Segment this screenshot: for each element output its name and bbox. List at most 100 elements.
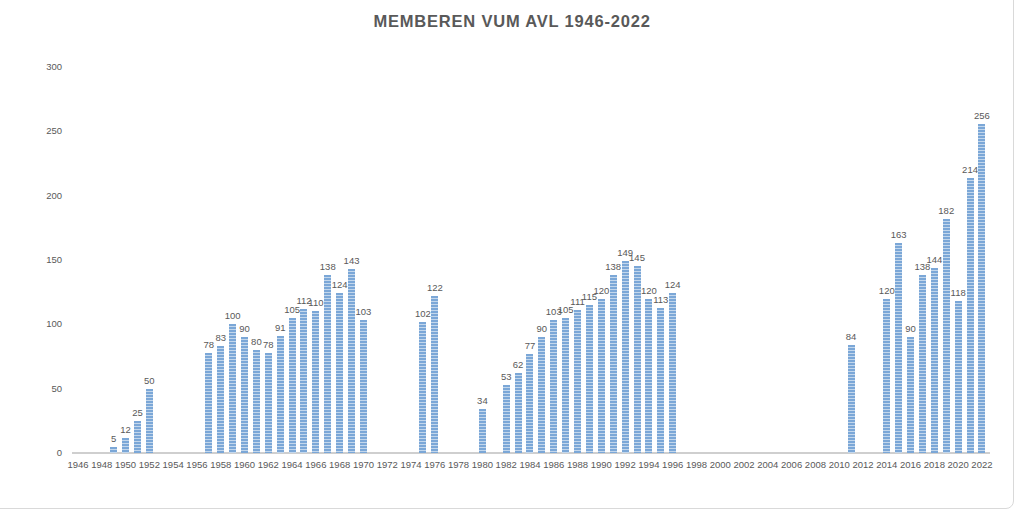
x-tick-label: 1966: [303, 459, 329, 470]
bar: [110, 447, 117, 453]
y-tick-label: 50: [32, 383, 62, 394]
bar: [883, 299, 890, 453]
bar: [669, 293, 676, 453]
bar: [122, 438, 129, 453]
bar: [574, 310, 581, 453]
bar: [598, 299, 605, 453]
x-tick-label: 1954: [160, 459, 186, 470]
x-tick-label: 2002: [731, 459, 757, 470]
x-tick-label: 2004: [755, 459, 781, 470]
bar: [562, 318, 569, 453]
x-tick-label: 1970: [350, 459, 376, 470]
x-tick-label: 1956: [184, 459, 210, 470]
bar: [479, 409, 486, 453]
bar: [253, 350, 260, 453]
x-tick-label: 1996: [660, 459, 686, 470]
bar-value-label: 100: [218, 310, 248, 321]
bar: [360, 320, 367, 453]
x-tick-label: 1960: [232, 459, 258, 470]
bar: [931, 268, 938, 453]
bar-value-label: 90: [230, 323, 260, 334]
x-tick-label: 2010: [826, 459, 852, 470]
bar: [312, 311, 319, 453]
x-tick-label: 2016: [898, 459, 924, 470]
bar-value-label: 34: [467, 395, 497, 406]
bar: [657, 308, 664, 453]
bar-value-label: 103: [348, 306, 378, 317]
bar: [610, 275, 617, 453]
x-tick-label: 2008: [802, 459, 828, 470]
bar-value-label: 182: [931, 205, 961, 216]
bar: [955, 301, 962, 453]
bar-value-label: 163: [884, 229, 914, 240]
bar: [848, 345, 855, 453]
bar: [645, 299, 652, 453]
bar: [241, 337, 248, 453]
bar: [503, 385, 510, 453]
bar: [289, 318, 296, 453]
x-tick-label: 2020: [945, 459, 971, 470]
bar: [895, 243, 902, 453]
bar: [967, 178, 974, 453]
bar: [217, 346, 224, 453]
bar: [134, 421, 141, 453]
bar: [943, 219, 950, 453]
x-tick-label: 1964: [279, 459, 305, 470]
x-tick-label: 2022: [969, 459, 995, 470]
x-tick-label: 1962: [255, 459, 281, 470]
bar: [622, 261, 629, 453]
bar: [324, 275, 331, 453]
x-tick-label: 1982: [493, 459, 519, 470]
x-tick-label: 1986: [541, 459, 567, 470]
bar: [431, 296, 438, 453]
bar: [205, 353, 212, 453]
x-tick-label: 1946: [65, 459, 91, 470]
x-tick-label: 2012: [850, 459, 876, 470]
bar: [348, 269, 355, 453]
x-tick-label: 2006: [779, 459, 805, 470]
bar-value-label: 256: [967, 110, 997, 121]
bar: [300, 309, 307, 453]
bar-chart: MEMBEREN VUM AVL 1946-2022 0501001502002…: [0, 0, 1024, 510]
bar: [277, 336, 284, 453]
y-tick-label: 300: [32, 61, 62, 72]
x-tick-label: 2018: [921, 459, 947, 470]
bar-value-label: 143: [337, 255, 367, 266]
y-tick-label: 150: [32, 254, 62, 265]
x-tick-label: 1998: [683, 459, 709, 470]
x-tick-label: 1990: [588, 459, 614, 470]
x-tick-label: 1958: [208, 459, 234, 470]
bar: [515, 373, 522, 453]
x-tick-label: 2000: [707, 459, 733, 470]
x-tick-label: 1978: [446, 459, 472, 470]
x-tick-label: 1948: [89, 459, 115, 470]
bar: [146, 389, 153, 453]
x-tick-label: 1988: [565, 459, 591, 470]
chart-title: MEMBEREN VUM AVL 1946-2022: [0, 12, 1024, 31]
x-tick-label: 1992: [612, 459, 638, 470]
bar-value-label: 50: [134, 375, 164, 386]
bar: [907, 337, 914, 453]
bar-value-label: 122: [420, 282, 450, 293]
y-tick-label: 0: [32, 447, 62, 458]
y-tick-label: 250: [32, 125, 62, 136]
bar: [538, 337, 545, 453]
bar: [419, 322, 426, 453]
x-tick-label: 1980: [469, 459, 495, 470]
y-tick-label: 200: [32, 190, 62, 201]
x-tick-label: 1972: [374, 459, 400, 470]
bar: [229, 324, 236, 453]
x-tick-label: 1974: [398, 459, 424, 470]
plot-area: 050100150200250300 194619481950195219541…: [72, 60, 990, 453]
bar: [919, 275, 926, 453]
x-tick-label: 2014: [874, 459, 900, 470]
bar-value-label: 124: [658, 279, 688, 290]
y-tick-label: 100: [32, 318, 62, 329]
x-tick-label: 1968: [327, 459, 353, 470]
bar-value-label: 145: [622, 252, 652, 263]
bar: [550, 320, 557, 453]
bar-value-label: 84: [836, 331, 866, 342]
bar: [526, 354, 533, 453]
x-tick-label: 1950: [113, 459, 139, 470]
bar: [978, 124, 985, 453]
